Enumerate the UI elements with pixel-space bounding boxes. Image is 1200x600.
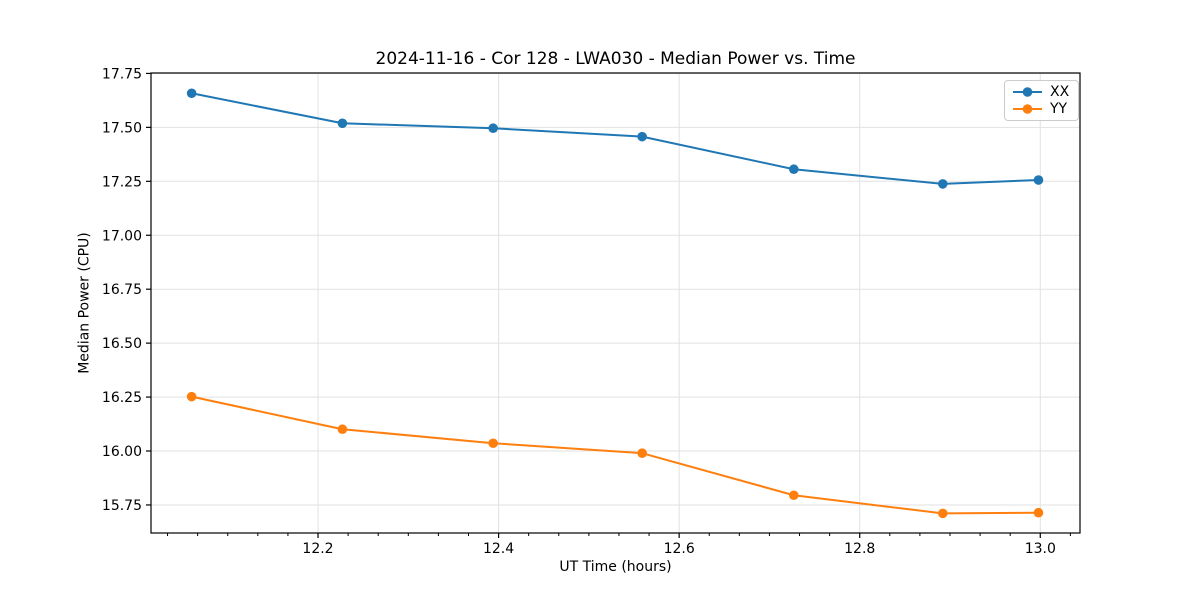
data-point-yy [488, 438, 498, 449]
y-tick-label: 16.00 [102, 444, 142, 460]
x-axis-label: UT Time (hours) [559, 559, 672, 575]
data-point-yy [937, 508, 948, 519]
y-axis-label: Median Power (CPU) [76, 232, 93, 374]
data-point-yy [1033, 507, 1044, 518]
y-tick-label: 16.75 [102, 282, 142, 298]
y-tick-label: 16.50 [102, 336, 142, 352]
data-point-yy [637, 448, 647, 458]
data-point-xx [789, 164, 799, 175]
y-tick-label: 17.00 [102, 228, 142, 244]
data-point-xx [488, 123, 498, 134]
y-tick-label: 17.25 [102, 174, 142, 190]
series-line-xx [190, 92, 1040, 185]
x-tick-label: 12.8 [844, 541, 875, 557]
y-tick-label: 17.75 [102, 66, 142, 82]
legend-entry-yy: YY [1012, 101, 1069, 117]
data-point-yy [789, 490, 799, 501]
series-line-yy [190, 395, 1040, 515]
x-tick-label: 12.6 [664, 541, 695, 557]
legend-label-xx: XX [1050, 84, 1070, 100]
y-tick-label: 15.75 [102, 498, 142, 514]
data-point-yy [337, 424, 348, 435]
legend: XX YY [1004, 80, 1080, 121]
legend-entry-xx: XX [1012, 84, 1069, 100]
data-point-xx [186, 88, 197, 99]
x-tick-label: 12.2 [302, 541, 333, 557]
x-tick-label: 12.4 [483, 541, 514, 557]
data-point-yy [186, 391, 197, 402]
legend-line-xx-icon [1013, 87, 1042, 97]
data-point-xx [1033, 175, 1044, 185]
plot-frame [150, 72, 1081, 534]
y-tick-label: 17.50 [102, 120, 142, 136]
legend-line-yy-icon [1013, 104, 1042, 114]
y-tick-label: 16.25 [102, 390, 142, 406]
data-point-xx [337, 118, 348, 129]
data-point-xx [937, 179, 948, 189]
x-tick-label: 13.0 [1025, 541, 1056, 557]
chart-title: 2024-11-16 - Cor 128 - LWA030 - Median P… [375, 49, 856, 69]
legend-label-yy: YY [1050, 101, 1068, 117]
data-point-xx [637, 131, 647, 142]
